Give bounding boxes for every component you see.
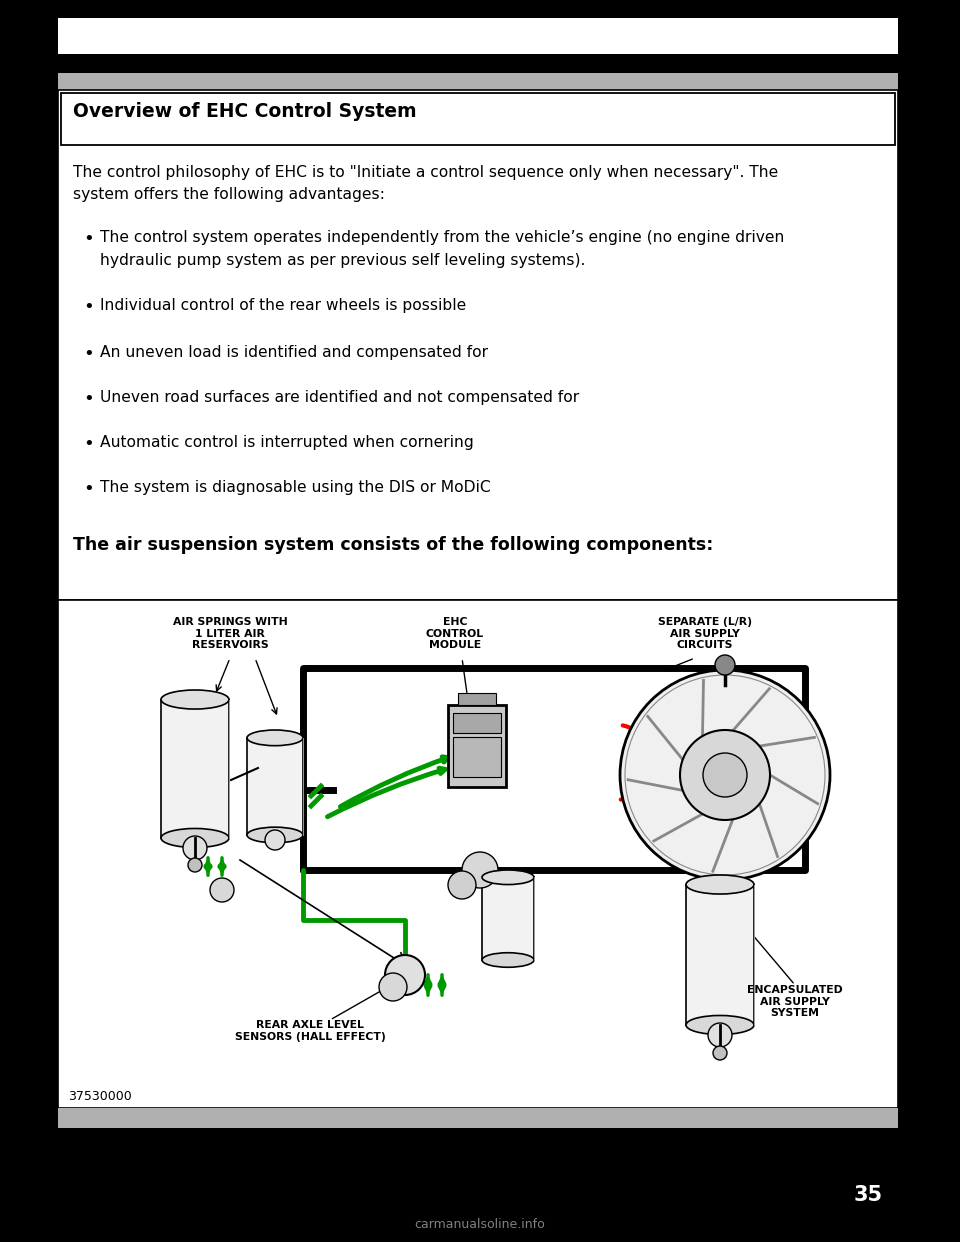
Text: Overview of EHC Control System: Overview of EHC Control System: [73, 102, 417, 120]
Text: Automatic control is interrupted when cornering: Automatic control is interrupted when co…: [100, 435, 473, 450]
Circle shape: [680, 730, 770, 820]
Circle shape: [385, 955, 425, 995]
Bar: [61, 93, 895, 145]
Bar: [247, 738, 303, 835]
Text: carmanualsoline.info: carmanualsoline.info: [415, 1218, 545, 1232]
Circle shape: [379, 972, 407, 1001]
Circle shape: [265, 830, 285, 850]
Text: ENCAPSULATED
AIR SUPPLY
SYSTEM: ENCAPSULATED AIR SUPPLY SYSTEM: [747, 985, 843, 1018]
Ellipse shape: [686, 876, 754, 894]
Text: •: •: [83, 435, 94, 453]
Bar: [58, 600, 898, 1108]
Text: •: •: [83, 298, 94, 315]
Text: •: •: [83, 390, 94, 409]
Bar: [58, 73, 898, 89]
Bar: [161, 699, 229, 838]
Text: system offers the following advantages:: system offers the following advantages:: [73, 188, 385, 202]
Bar: [458, 693, 496, 705]
Bar: [58, 17, 898, 53]
Circle shape: [210, 878, 234, 902]
Ellipse shape: [161, 691, 229, 709]
Text: The system is diagnosable using the DIS or MoDiC: The system is diagnosable using the DIS …: [100, 479, 491, 496]
Text: The control system operates independently from the vehicle’s engine (no engine d: The control system operates independentl…: [100, 230, 784, 245]
Text: The air suspension system consists of the following components:: The air suspension system consists of th…: [73, 537, 713, 554]
Bar: [58, 1108, 898, 1128]
Text: Individual control of the rear wheels is possible: Individual control of the rear wheels is…: [100, 298, 467, 313]
Bar: [453, 713, 501, 733]
Circle shape: [462, 852, 498, 888]
Bar: [58, 89, 898, 600]
Text: •: •: [83, 230, 94, 248]
Ellipse shape: [482, 953, 534, 968]
Text: AIR SPRINGS WITH
1 LITER AIR
RESERVOIRS: AIR SPRINGS WITH 1 LITER AIR RESERVOIRS: [173, 617, 287, 651]
Bar: [453, 737, 501, 777]
Text: REAR AXLE LEVEL
SENSORS (HALL EFFECT): REAR AXLE LEVEL SENSORS (HALL EFFECT): [234, 1020, 385, 1042]
Circle shape: [715, 655, 735, 674]
Circle shape: [620, 669, 830, 881]
Bar: [482, 877, 534, 960]
Text: •: •: [83, 479, 94, 498]
Circle shape: [188, 858, 202, 872]
Text: Uneven road surfaces are identified and not compensated for: Uneven road surfaces are identified and …: [100, 390, 579, 405]
Circle shape: [448, 871, 476, 899]
Ellipse shape: [247, 730, 303, 745]
Text: hydraulic pump system as per previous self leveling systems).: hydraulic pump system as per previous se…: [100, 253, 586, 268]
Text: 35: 35: [853, 1185, 883, 1205]
Ellipse shape: [686, 1016, 754, 1035]
Text: The control philosophy of EHC is to "Initiate a control sequence only when neces: The control philosophy of EHC is to "Ini…: [73, 165, 779, 180]
Circle shape: [713, 1046, 727, 1059]
Text: An uneven load is identified and compensated for: An uneven load is identified and compens…: [100, 345, 488, 360]
Bar: [686, 884, 754, 1025]
Circle shape: [183, 836, 207, 859]
Text: EHC
CONTROL
MODULE: EHC CONTROL MODULE: [426, 617, 484, 651]
Text: 37530000: 37530000: [68, 1090, 132, 1103]
Ellipse shape: [482, 869, 534, 884]
Bar: [448, 705, 506, 787]
Circle shape: [703, 753, 747, 797]
Circle shape: [708, 1023, 732, 1047]
Ellipse shape: [247, 827, 303, 843]
Text: •: •: [83, 345, 94, 363]
Text: SEPARATE (L/R)
AIR SUPPLY
CIRCUITS: SEPARATE (L/R) AIR SUPPLY CIRCUITS: [658, 617, 752, 651]
Ellipse shape: [161, 828, 229, 847]
